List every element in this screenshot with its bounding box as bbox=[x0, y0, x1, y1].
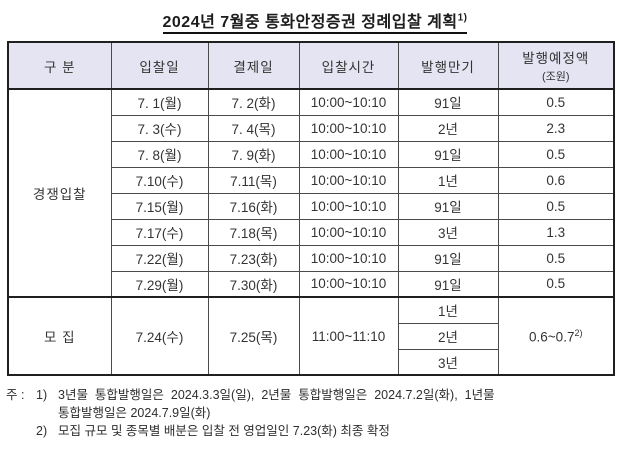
cell-maturity: 1년 bbox=[397, 296, 499, 324]
cell-bid-date: 7. 1(월) bbox=[110, 88, 209, 116]
cell-amount: 0.5 bbox=[497, 270, 615, 298]
cell-maturity: 91일 bbox=[397, 140, 499, 168]
table-row: 2년 bbox=[8, 322, 614, 350]
column-header-amount-unit: (조원) bbox=[541, 71, 570, 83]
footnote-marker: 주 : bbox=[6, 388, 25, 402]
footnote-1-text: 3년물 통합발행일은 2024.3.3일(일), 2년물 통합발행일은 2024… bbox=[58, 386, 630, 422]
cell-bid-date: 7.22(월) bbox=[110, 244, 209, 272]
cell-amount: 2.3 bbox=[497, 114, 615, 142]
cell-maturity: 91일 bbox=[397, 88, 499, 116]
cell-settlement-date: 7. 2(화) bbox=[207, 88, 300, 116]
cell-maturity: 91일 bbox=[397, 192, 499, 220]
cell-amount: 0.5 bbox=[497, 140, 615, 168]
cell-bid-date: 7.15(월) bbox=[110, 192, 209, 220]
table-row: 경쟁입찰 7. 1(월) 7. 2(화) 10:00~10:10 91일 0.5 bbox=[7, 88, 615, 298]
table-row: 7. 8(월) 7. 9(화) 10:00~10:10 91일 0.5 bbox=[8, 140, 615, 168]
header-row: 구 분 입찰일 결제일 입찰시간 발행만기 발행예정액 (조원) bbox=[7, 41, 615, 90]
page-title: 2024년 7월중 통화안정증권 정례입찰 계획1) bbox=[0, 8, 630, 34]
table-body: 경쟁입찰 7. 1(월) 7. 2(화) 10:00~10:10 91일 0.5… bbox=[7, 88, 615, 376]
cell-settlement-date: 7.23(화) bbox=[207, 244, 300, 272]
cell-bid-time: 10:00~10:10 bbox=[298, 270, 399, 298]
cell-bid-date: 7.29(월) bbox=[110, 270, 209, 298]
cell-settlement-date: 7.25(목) bbox=[207, 296, 300, 376]
column-header-bid-date: 입찰일 bbox=[110, 41, 209, 90]
cell-bid-date: 7. 3(수) bbox=[110, 114, 209, 142]
cell-maturity: 2년 bbox=[397, 322, 499, 350]
cell-amount: 0.5 bbox=[497, 88, 615, 116]
cell-bid-time: 10:00~10:10 bbox=[298, 166, 399, 194]
cell-settlement-date: 7.18(목) bbox=[207, 218, 300, 246]
column-header-bid-time: 입찰시간 bbox=[298, 41, 399, 90]
auction-plan-table: 구 분 입찰일 결제일 입찰시간 발행만기 발행예정액 (조원) 경쟁입찰 7.… bbox=[7, 41, 615, 376]
column-header-amount: 발행예정액 (조원) bbox=[497, 41, 615, 90]
cell-maturity: 3년 bbox=[397, 218, 499, 246]
table-row: 7.15(월) 7.16(화) 10:00~10:10 91일 0.5 bbox=[8, 192, 615, 220]
cell-bid-time: 10:00~10:10 bbox=[298, 218, 399, 246]
offering-amount-value: 0.6~0.7 bbox=[529, 329, 575, 345]
cell-maturity: 91일 bbox=[397, 244, 499, 272]
cell-settlement-date: 7.30(화) bbox=[207, 270, 300, 298]
cell-settlement-date: 7.16(화) bbox=[207, 192, 300, 220]
section-label-competitive: 경쟁입찰 bbox=[7, 88, 112, 298]
table-row: 7. 3(수) 7. 4(목) 10:00~10:10 2년 2.3 bbox=[8, 114, 615, 142]
cell-bid-time: 10:00~10:10 bbox=[298, 88, 399, 116]
table-row: 7.17(수) 7.18(목) 10:00~10:10 3년 1.3 bbox=[8, 218, 615, 246]
cell-amount: 0.6 bbox=[497, 166, 615, 194]
footnotes: 주 : 1) 3년물 통합발행일은 2024.3.3일(일), 2년물 통합발행… bbox=[6, 386, 630, 440]
cell-maturity: 2년 bbox=[397, 114, 499, 142]
footnote-1-line2: 통합발행일은 2024.7.9일(화) bbox=[58, 406, 211, 421]
cell-bid-time: 11:00~11:10 bbox=[298, 296, 399, 376]
table-row: 7.22(월) 7.23(화) 10:00~10:10 91일 0.5 bbox=[8, 244, 615, 272]
cell-maturity: 1년 bbox=[397, 166, 499, 194]
cell-bid-time: 10:00~10:10 bbox=[298, 192, 399, 220]
page-title-text: 2024년 7월중 통화안정증권 정례입찰 계획1) bbox=[162, 12, 468, 34]
column-header-settlement-date: 결제일 bbox=[207, 41, 300, 90]
cell-amount: 0.6~0.72) bbox=[497, 296, 615, 376]
footnote-2-number: 2) bbox=[36, 424, 48, 439]
cell-amount: 0.5 bbox=[497, 192, 615, 220]
column-header-maturity: 발행만기 bbox=[397, 41, 499, 90]
footnote-1-number: 1) bbox=[36, 388, 48, 402]
section-label-offering: 모 집 bbox=[7, 296, 112, 376]
column-header-category: 구 분 bbox=[7, 41, 112, 90]
cell-maturity: 3년 bbox=[397, 348, 499, 376]
cell-bid-time: 10:00~10:10 bbox=[298, 244, 399, 272]
title-footnote-ref: 1) bbox=[457, 12, 468, 24]
page-title-main: 2024년 7월중 통화안정증권 정례입찰 계획 bbox=[162, 14, 458, 31]
footnote-1-line1: 3년물 통합발행일은 2024.3.3일(일), 2년물 통합발행일은 2024… bbox=[58, 388, 495, 402]
cell-bid-date: 7.10(수) bbox=[110, 166, 209, 194]
cell-bid-date: 7. 8(월) bbox=[110, 140, 209, 168]
footnote-2-text: 모집 규모 및 종목별 배분은 입찰 전 영업일인 7.23(화) 최종 확정 bbox=[58, 424, 390, 439]
column-header-amount-title: 발행예정액 bbox=[522, 51, 590, 66]
table-header: 구 분 입찰일 결제일 입찰시간 발행만기 발행예정액 (조원) bbox=[7, 41, 615, 90]
cell-bid-date: 7.17(수) bbox=[110, 218, 209, 246]
table-row: 모 집 7.24(수) 7.25(목) 11:00~11:10 1년 0.6~0… bbox=[7, 296, 615, 376]
amount-footnote-ref: 2) bbox=[574, 327, 583, 338]
cell-amount: 0.5 bbox=[497, 244, 615, 272]
cell-bid-time: 10:00~10:10 bbox=[298, 140, 399, 168]
footnote-1: 주 : 1) 3년물 통합발행일은 2024.3.3일(일), 2년물 통합발행… bbox=[6, 386, 630, 422]
footnote-2: 2) 모집 규모 및 종목별 배분은 입찰 전 영업일인 7.23(화) 최종 … bbox=[6, 422, 630, 440]
cell-settlement-date: 7. 4(목) bbox=[207, 114, 300, 142]
cell-amount: 1.3 bbox=[497, 218, 615, 246]
cell-bid-time: 10:00~10:10 bbox=[298, 114, 399, 142]
cell-maturity: 91일 bbox=[397, 270, 499, 298]
table-row: 3년 bbox=[8, 348, 614, 376]
cell-settlement-date: 7.11(목) bbox=[207, 166, 300, 194]
cell-bid-date: 7.24(수) bbox=[110, 296, 209, 376]
cell-settlement-date: 7. 9(화) bbox=[207, 140, 300, 168]
table-row: 7.10(수) 7.11(목) 10:00~10:10 1년 0.6 bbox=[8, 166, 615, 194]
